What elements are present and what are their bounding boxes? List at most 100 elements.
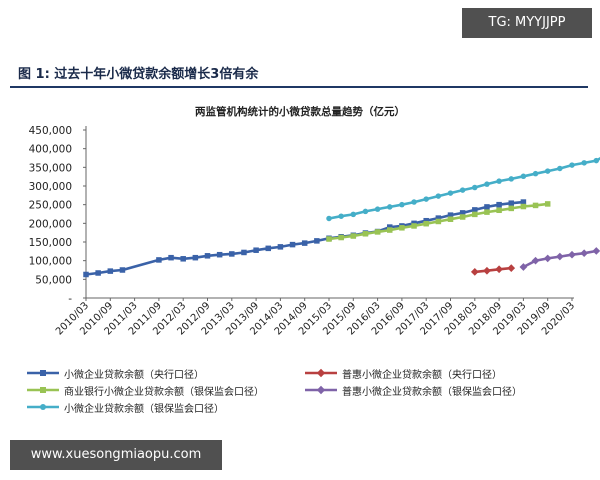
series-point-0 (107, 268, 114, 274)
series-point-2 (326, 236, 332, 242)
series-point-4 (399, 201, 405, 208)
series-point-1 (495, 265, 503, 274)
series-point-0 (229, 251, 235, 257)
series-2 (326, 201, 551, 242)
series-point-4 (569, 162, 575, 168)
series-point-4 (411, 199, 417, 205)
series-point-3 (531, 256, 540, 265)
figure-title: 图 1: 过去十年小微贷款余额增长3倍有余 (18, 67, 259, 82)
series-point-0 (204, 253, 211, 259)
series-point-1 (507, 264, 516, 272)
series-point-4 (350, 211, 357, 218)
watermark-bottom: www.xuesongmiaopu.com (10, 440, 222, 470)
series-point-2 (508, 205, 514, 212)
series-point-3 (580, 249, 588, 258)
series-point-0 (253, 247, 259, 253)
series-1 (470, 264, 516, 276)
title-divider (10, 86, 588, 88)
legend-marker-2 (40, 387, 46, 393)
series-point-4 (435, 193, 442, 199)
series-point-2 (472, 211, 478, 218)
series-point-0 (508, 200, 514, 206)
series-point-2 (484, 209, 490, 215)
legend-swatch-2 (27, 387, 59, 393)
series-point-4 (362, 208, 369, 215)
series-point-4 (338, 213, 344, 219)
series-point-3 (543, 254, 552, 263)
legend-marker-0 (40, 370, 46, 376)
series-point-0 (156, 257, 162, 263)
series-point-0 (314, 238, 320, 244)
y-tick-label: 400,000 (29, 144, 72, 156)
series-point-2 (532, 202, 539, 209)
series-line-4 (328, 156, 600, 220)
series-point-0 (459, 210, 466, 216)
series-point-2 (423, 220, 429, 227)
series-point-3 (592, 247, 600, 255)
series-point-4 (532, 170, 539, 177)
series-point-0 (423, 217, 429, 224)
series-point-2 (338, 234, 344, 241)
series-point-4 (520, 173, 527, 180)
y-tick-label: 350,000 (29, 162, 72, 174)
series-point-4 (472, 184, 478, 191)
series-point-2 (387, 227, 393, 233)
chart-series (83, 156, 600, 278)
series-3 (519, 247, 600, 271)
series-point-4 (374, 206, 381, 212)
series-point-3 (568, 250, 576, 259)
y-tick-label: 300,000 (29, 181, 72, 193)
series-point-2 (447, 216, 454, 222)
y-tick-label: 100,000 (29, 256, 72, 268)
series-point-0 (83, 271, 89, 278)
series-point-0 (277, 244, 284, 250)
series-point-4 (459, 187, 466, 193)
legend-label-0: 小微企业贷款余额（央行口径） (64, 370, 204, 381)
series-point-0 (265, 245, 271, 252)
legend-marker-4 (40, 404, 46, 410)
series-point-3 (519, 263, 528, 271)
series-point-2 (374, 229, 381, 235)
chart-title: 两监管机构统计的小微贷款总量趋势（亿元） (195, 106, 405, 118)
series-point-4 (581, 160, 587, 166)
legend-swatch-1 (305, 368, 337, 378)
series-point-2 (362, 231, 369, 237)
series-4 (326, 156, 600, 222)
series-point-2 (399, 225, 405, 231)
series-point-2 (544, 201, 551, 207)
series-point-0 (484, 204, 490, 210)
series-point-4 (544, 168, 551, 174)
series-0 (83, 199, 527, 278)
series-point-0 (241, 249, 247, 256)
y-tick-label: 150,000 (29, 237, 72, 249)
legend-swatch-3 (305, 385, 337, 395)
series-point-2 (520, 203, 527, 210)
series-point-2 (435, 218, 442, 225)
series-line-1 (474, 266, 512, 274)
y-tick-label: 50,000 (35, 274, 72, 286)
y-axis-ticks: - 50,000 100,000 150,000 200,000 250,000 300,0… (29, 125, 86, 305)
legend-marker-1 (316, 368, 326, 378)
legend-swatch-0 (27, 370, 59, 376)
y-tick-label: - (68, 293, 72, 305)
series-point-0 (168, 254, 174, 261)
chart-axes (85, 126, 574, 299)
legend-swatch-4 (27, 404, 59, 410)
series-point-4 (326, 215, 332, 222)
series-point-1 (470, 268, 479, 276)
series-point-4 (593, 157, 600, 164)
series-point-0 (435, 215, 442, 221)
y-tick-label: 200,000 (29, 218, 72, 230)
series-point-4 (557, 165, 563, 172)
series-point-1 (483, 266, 491, 275)
series-point-4 (423, 196, 429, 202)
series-point-3 (556, 252, 564, 261)
series-point-0 (520, 199, 527, 205)
series-point-0 (472, 207, 478, 213)
series-point-2 (411, 223, 417, 229)
watermark-top: TG: MYYJJPP (462, 8, 592, 38)
legend-label-3: 普惠小微企业贷款余额（银保监会口径） (342, 387, 522, 398)
series-point-4 (496, 178, 502, 184)
series-line-0 (85, 200, 524, 276)
